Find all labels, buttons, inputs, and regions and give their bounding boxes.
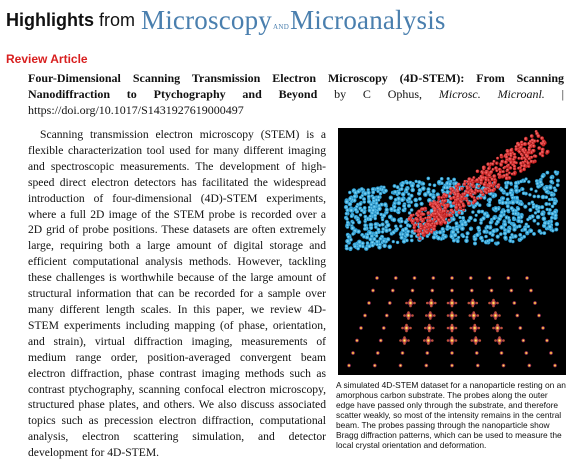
- figure-image: [338, 128, 566, 375]
- article-body: Scanning transmission electron microscop…: [28, 128, 326, 460]
- article-citation: Four-Dimensional Scanning Transmission E…: [28, 70, 564, 118]
- doi-link[interactable]: https://doi.org/10.1017/S143192761900049…: [28, 103, 244, 117]
- journal-logo: Microscopy AND Microanalysis: [141, 5, 446, 36]
- figure-caption: A simulated 4D-STEM dataset for a nanopa…: [336, 380, 566, 450]
- journal-abbrev: Microsc. Microanl.: [438, 87, 545, 101]
- highlights-title: Highlights: [6, 9, 94, 30]
- article-author: by C Ophus,: [317, 87, 439, 101]
- page-header: Highlights from Microscopy AND Microanal…: [6, 5, 446, 36]
- citation-separator: |: [544, 87, 564, 101]
- article-title: Four-Dimensional Scanning Transmission E…: [28, 71, 564, 101]
- journal-logo-microscopy: Microscopy: [141, 4, 272, 35]
- section-label: Review Article: [6, 52, 88, 66]
- substrate-atoms: [343, 170, 560, 252]
- diffraction-patterns: [346, 275, 558, 368]
- nanoparticle-beam: [407, 130, 550, 241]
- journal-logo-and: AND: [272, 22, 290, 31]
- figure-illustration: [343, 130, 560, 368]
- from-text: from: [99, 9, 135, 30]
- journal-logo-microanalysis: Microanalysis: [290, 4, 446, 35]
